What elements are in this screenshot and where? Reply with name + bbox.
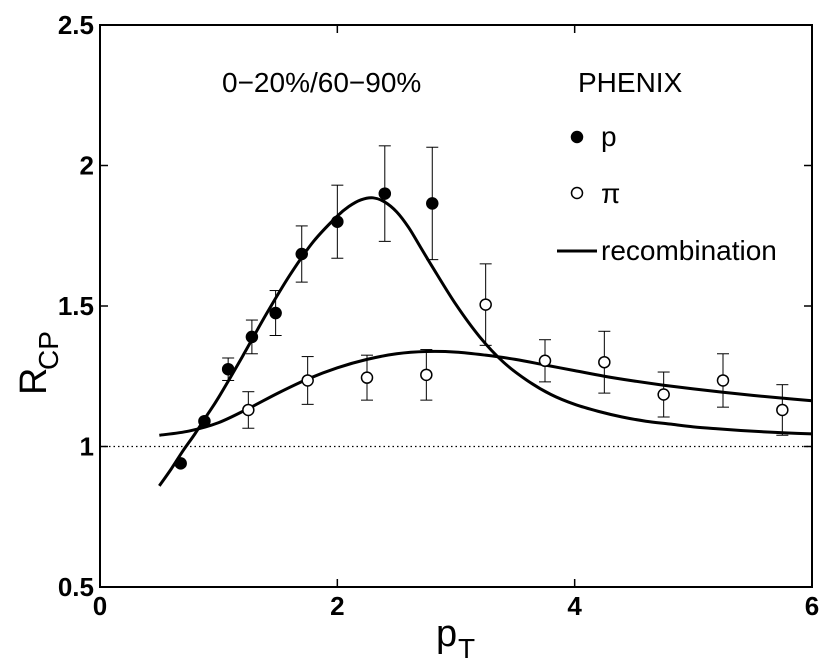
legend-marker-open-circle <box>570 186 584 200</box>
proton-data-point <box>221 362 235 376</box>
recombination-curve-pion <box>159 349 813 437</box>
point-layer <box>174 145 789 470</box>
x-axis-label-main: p <box>436 613 457 655</box>
recombination-curve-proton <box>158 196 813 487</box>
proton-data-point <box>378 187 392 200</box>
x-tick-label: 2 <box>330 591 344 621</box>
proton-data-point <box>269 306 282 320</box>
pion-data-point <box>360 371 374 384</box>
pion-data-point <box>716 374 730 387</box>
y-tick-label: 1.5 <box>58 291 94 321</box>
x-axis-label: p T <box>436 613 475 663</box>
pion-data-point <box>242 403 255 417</box>
svg-text:CP: CP <box>33 331 64 370</box>
y-tick-label: 2 <box>80 151 94 181</box>
legend-marker-filled-circle <box>570 130 584 144</box>
svg-text:p: p <box>436 613 457 655</box>
pion-data-point <box>538 354 552 368</box>
x-tick-label: 4 <box>567 591 582 621</box>
pion-data-point <box>420 368 433 382</box>
proton-data-point <box>245 330 259 344</box>
legend: PHENIX p π recombination <box>557 67 777 266</box>
x-tick-label: 6 <box>805 591 819 621</box>
x-axis-label-sub: T <box>458 633 475 663</box>
svg-text:R: R <box>13 368 55 395</box>
centrality-annotation: 0−20%/60−90% <box>222 67 421 98</box>
proton-data-point <box>295 247 308 261</box>
pion-data-point <box>657 388 670 401</box>
y-axis-label-main: R <box>13 368 55 395</box>
pion-data-point <box>301 374 314 387</box>
pion-data-point <box>598 355 611 369</box>
proton-data-point <box>198 414 211 428</box>
legend-label-pi: π <box>601 178 620 209</box>
legend-label-recombination: recombination <box>601 235 777 266</box>
pion-data-point <box>479 298 492 311</box>
svg-text:T: T <box>458 633 475 663</box>
legend-label-p: p <box>601 121 617 152</box>
pion-data-point <box>776 403 789 417</box>
proton-data-point <box>331 215 344 228</box>
tick-layer: 0 2 4 6 0.5 1 1.5 2 2.5 <box>58 10 819 621</box>
x-tick-label: 0 <box>93 591 107 621</box>
y-tick-label: 2.5 <box>58 10 94 40</box>
y-axis-label: R CP <box>13 331 64 395</box>
y-tick-label: 0.5 <box>58 572 94 602</box>
y-tick-label: 1 <box>80 432 94 462</box>
proton-data-point <box>426 197 439 210</box>
curve-layer <box>158 196 813 487</box>
y-axis-label-sub: CP <box>33 331 64 370</box>
legend-title: PHENIX <box>578 67 683 98</box>
proton-data-point <box>174 457 187 470</box>
